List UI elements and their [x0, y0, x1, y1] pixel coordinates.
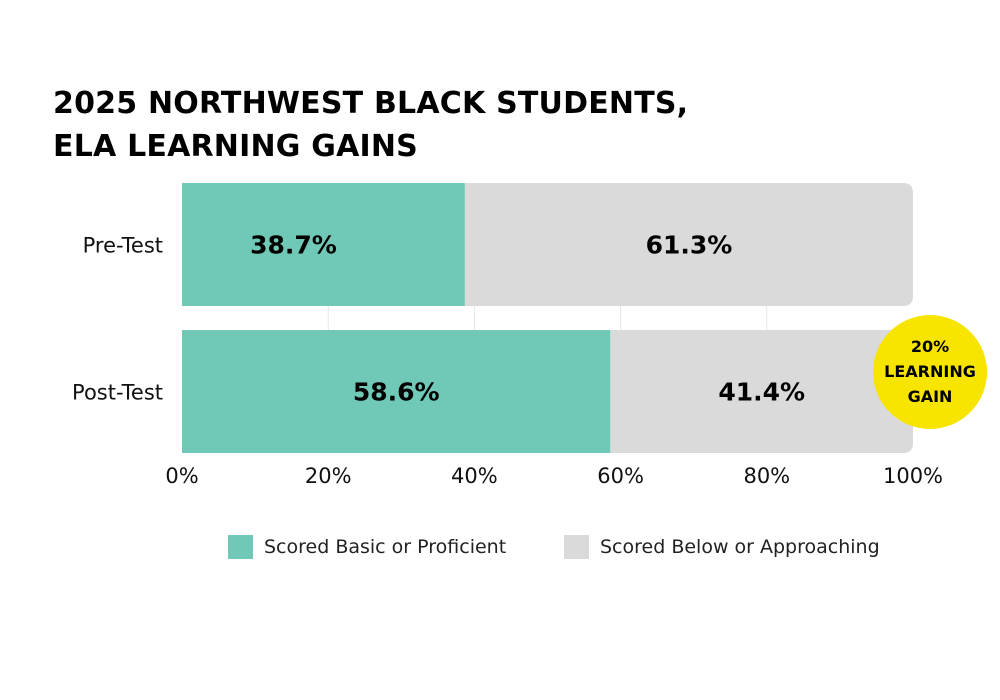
data-label-pre-test-below: 61.3% [646, 231, 733, 260]
bar-post-test-proficient [182, 330, 611, 453]
data-label-post-test-proficient: 58.6% [353, 378, 440, 407]
legend-item-proficient: Scored Basic or Proficient [228, 534, 506, 560]
x-tick-label-100: 100% [883, 464, 943, 488]
learning-gain-badge [873, 315, 987, 429]
badge-text-line-3: GAIN [908, 387, 953, 406]
badge-text-line-1: 20% [911, 337, 949, 356]
chart-title-line-1: 2025 NORTHWEST BLACK STUDENTS, [53, 86, 689, 121]
x-tick-label-20: 20% [305, 464, 352, 488]
x-tick-label-60: 60% [597, 464, 644, 488]
category-label-pre-test: Pre-Test [83, 234, 163, 258]
category-label-post-test: Post-Test [72, 381, 163, 405]
legend-label-proficient: Scored Basic or Proficient [264, 536, 507, 558]
legend-label-below: Scored Below or Approaching [600, 536, 880, 558]
bar-pre-test-proficient [182, 183, 465, 306]
bar-post-test-below [610, 330, 913, 453]
bar-pre-test-below [464, 183, 913, 306]
chart-title-line-2: ELA LEARNING GAINS [53, 129, 418, 164]
badge-text-line-2: LEARNING [884, 362, 976, 381]
chart-title: 2025 NORTHWEST BLACK STUDENTS, ELA LEARN… [53, 82, 853, 168]
x-tick-label-80: 80% [743, 464, 790, 488]
legend-swatch-below [564, 535, 589, 559]
legend-swatch-proficient [228, 535, 253, 559]
x-tick-label-0: 0% [165, 464, 198, 488]
data-label-post-test-below: 41.4% [718, 378, 805, 407]
legend-item-below: Scored Below or Approaching [564, 534, 880, 560]
data-label-pre-test-proficient: 38.7% [250, 231, 337, 260]
chart-legend: Scored Basic or Proficient Scored Below … [228, 534, 928, 560]
x-tick-label-40: 40% [451, 464, 498, 488]
